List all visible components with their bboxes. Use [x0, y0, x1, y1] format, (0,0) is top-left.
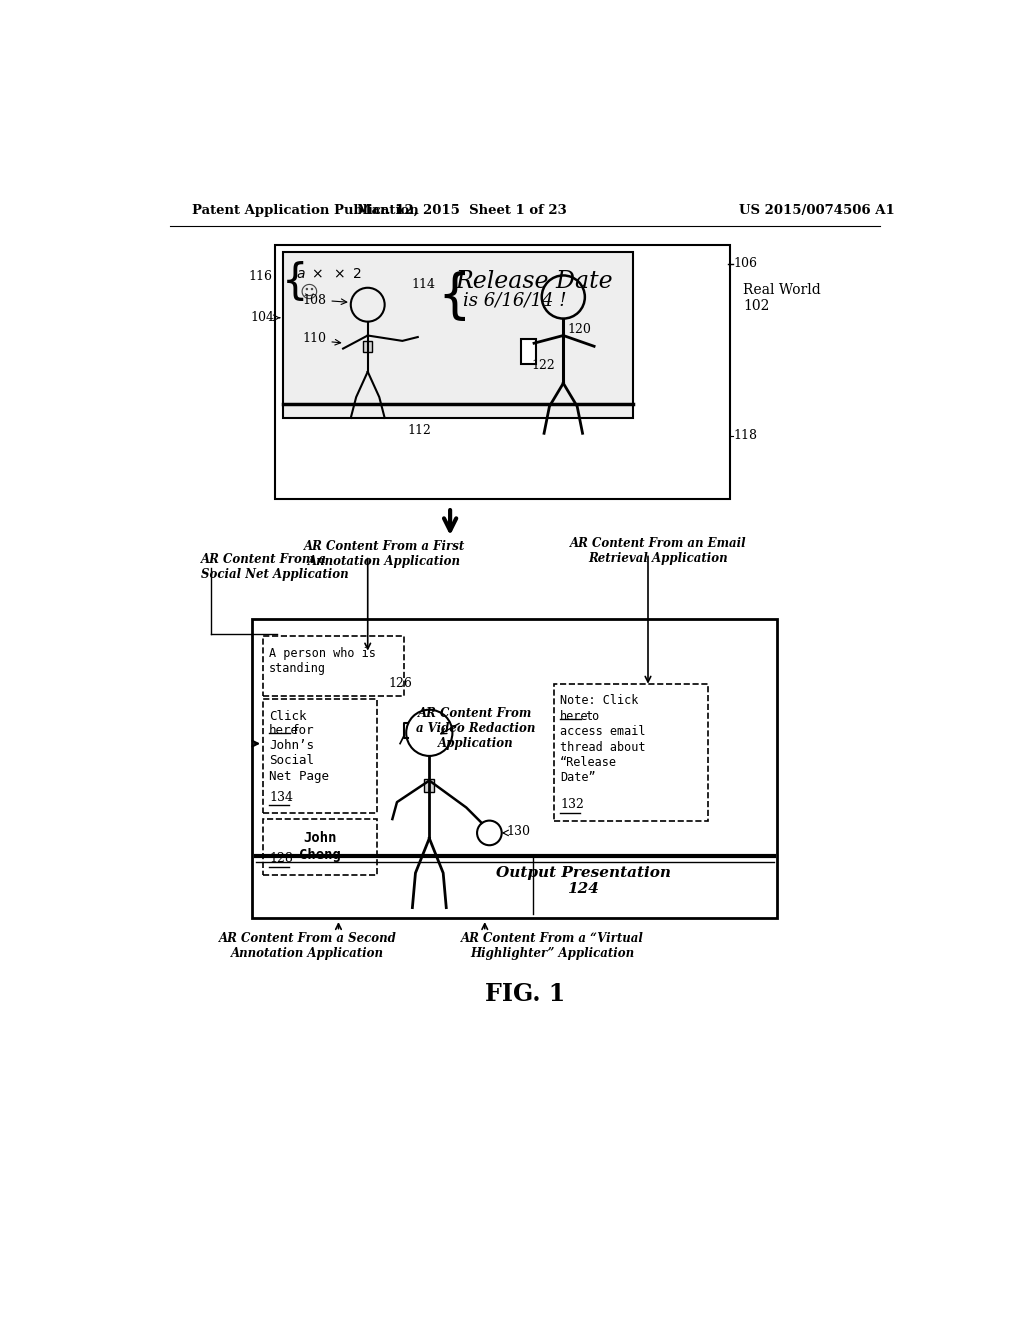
Text: “Release: “Release	[560, 756, 617, 770]
Text: AR Content From a
Social Net Application: AR Content From a Social Net Application	[202, 553, 349, 581]
Text: ☺: ☺	[300, 284, 318, 302]
Bar	[252, 619, 777, 917]
Text: A person who is
standing: A person who is standing	[269, 647, 376, 675]
Text: Output Presentation
124: Output Presentation 124	[496, 866, 671, 896]
Text: AR Content From a Second
Annotation Application: AR Content From a Second Annotation Appl…	[219, 932, 396, 960]
Text: 118: 118	[733, 429, 758, 442]
Text: {: {	[437, 271, 471, 323]
Text: Date”: Date”	[560, 771, 596, 784]
Text: AR Content From a “Virtual
Highlighter” Application: AR Content From a “Virtual Highlighter” …	[461, 932, 644, 960]
FancyBboxPatch shape	[554, 684, 708, 821]
Text: Social: Social	[269, 755, 314, 767]
Bar	[283, 252, 634, 418]
Text: thread about: thread about	[560, 741, 646, 754]
Text: 128: 128	[269, 853, 293, 866]
Text: is 6/16/14 !: is 6/16/14 !	[463, 292, 566, 309]
Text: 104: 104	[251, 312, 274, 325]
Text: here: here	[269, 723, 299, 737]
FancyBboxPatch shape	[263, 818, 377, 875]
Bar	[424, 779, 434, 792]
FancyBboxPatch shape	[263, 636, 403, 696]
Bar	[364, 341, 373, 352]
Text: Real World
102: Real World 102	[743, 284, 821, 313]
Text: $a\ \times\ \times\ 2$: $a\ \times\ \times\ 2$	[296, 267, 361, 281]
Text: 114: 114	[412, 279, 435, 292]
Text: 116: 116	[248, 271, 272, 284]
Text: 106: 106	[733, 257, 758, 271]
Text: {: {	[283, 260, 309, 302]
Text: AR Content From a First
Annotation Application: AR Content From a First Annotation Appli…	[304, 540, 465, 568]
Text: Click: Click	[269, 710, 306, 723]
Text: Patent Application Publication: Patent Application Publication	[193, 205, 419, 218]
Text: 108: 108	[303, 293, 327, 306]
Text: 120: 120	[567, 323, 591, 337]
Text: FIG. 1: FIG. 1	[484, 982, 565, 1006]
Text: access email: access email	[560, 725, 646, 738]
Text: AR Content From an Email
Retrieval Application: AR Content From an Email Retrieval Appli…	[569, 537, 746, 565]
Text: 126: 126	[388, 677, 413, 689]
Text: 134: 134	[269, 791, 293, 804]
Text: 110: 110	[303, 333, 327, 345]
Text: AR Content From
a Video Redaction
Application: AR Content From a Video Redaction Applic…	[416, 706, 536, 750]
Text: Note: Click: Note: Click	[560, 694, 639, 708]
Text: 130: 130	[506, 825, 530, 838]
Bar	[275, 244, 730, 499]
Text: John
Cheng: John Cheng	[299, 832, 341, 862]
Text: Mar. 12, 2015  Sheet 1 of 23: Mar. 12, 2015 Sheet 1 of 23	[356, 205, 566, 218]
Text: for: for	[292, 723, 314, 737]
Text: 132: 132	[560, 799, 584, 812]
Text: Release Date: Release Date	[456, 271, 613, 293]
FancyBboxPatch shape	[263, 700, 377, 813]
Text: 122: 122	[531, 359, 555, 372]
Text: John’s: John’s	[269, 739, 314, 752]
Text: US 2015/0074506 A1: US 2015/0074506 A1	[739, 205, 895, 218]
Text: Net Page: Net Page	[269, 770, 329, 783]
Text: to: to	[585, 710, 599, 723]
Text: here: here	[560, 710, 589, 723]
Text: 112: 112	[408, 424, 432, 437]
Bar	[521, 339, 537, 364]
